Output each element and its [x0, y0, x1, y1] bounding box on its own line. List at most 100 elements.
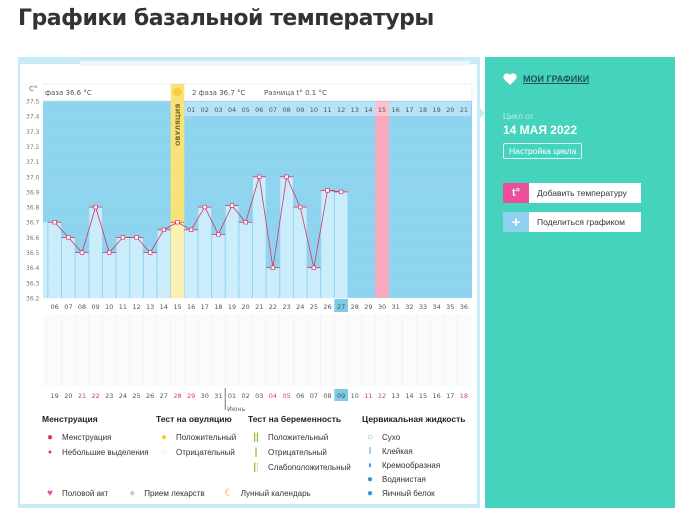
cycle-day-label: 23 — [282, 303, 290, 311]
top-date-cell — [225, 102, 239, 116]
legend-title: Менструация — [42, 414, 98, 424]
top-date-label: 15 — [378, 106, 386, 114]
temperature-point — [229, 203, 235, 208]
top-date-cell — [197, 102, 212, 116]
top-date-cell — [457, 102, 471, 116]
share-chart-button[interactable]: + Поделиться графиком — [503, 212, 641, 232]
temperature-bar — [75, 252, 89, 298]
cycle-day-label: 06 — [51, 303, 59, 311]
temperature-bar — [89, 207, 102, 298]
calendar-date-label: 25 — [132, 392, 140, 400]
top-date-cell — [293, 102, 308, 116]
calendar-date-label: 24 — [119, 392, 127, 400]
add-temperature-label: Добавить температуру — [537, 188, 627, 198]
month-label: Июнь — [227, 405, 246, 413]
cycle-day-label: 17 — [201, 303, 209, 311]
moon-icon: ☾ — [224, 488, 234, 499]
calendar-date-label: 21 — [78, 392, 86, 400]
temperature-point — [107, 250, 112, 255]
temperature-point — [325, 188, 330, 193]
top-date-label: 21 — [460, 106, 468, 114]
top-date-label: 05 — [242, 106, 250, 114]
calendar-date-label: 20 — [64, 392, 72, 400]
y-tick-label: 36.5 — [26, 250, 40, 257]
calendar-date-label: 08 — [323, 392, 331, 400]
cycle-day-label: 19 — [228, 303, 236, 311]
legend-title: Цервикальная жидкость — [362, 414, 466, 424]
calendar-date-label: 01 — [228, 392, 236, 400]
top-date-label: 01 — [187, 106, 195, 114]
legend-item: Яичный белок — [382, 488, 435, 498]
temperature-point — [257, 174, 262, 179]
y-tick-label: 36.4 — [26, 265, 40, 272]
calendar-date-label: 23 — [105, 392, 113, 400]
calendar-date-label: 31 — [214, 392, 222, 400]
my-charts-label: МОИ ГРАФИКИ — [523, 74, 590, 84]
calendar-date-label: 19 — [51, 392, 59, 400]
temperature-bar — [225, 205, 239, 298]
temperature-bar — [239, 222, 252, 298]
legend-item: Положительный — [176, 433, 237, 442]
phase2-label: 2 фаза 36.7 °C — [192, 89, 246, 97]
temperature-point — [270, 265, 276, 270]
y-tick-label: 36.9 — [26, 189, 40, 196]
legend-bottom: ♥ Половой акт ● Прием лекарств ☾ Лунный кал… — [42, 486, 311, 501]
add-temperature-button[interactable]: t° Добавить температуру — [503, 183, 641, 203]
temperature-bar — [184, 229, 198, 298]
cycle-day-label: 29 — [364, 303, 372, 311]
temperature-bar — [43, 222, 48, 298]
legend-item: Кремообразная — [382, 460, 441, 470]
top-date-label: 14 — [364, 106, 372, 114]
temperature-point — [93, 204, 98, 210]
calendar-date-label: 26 — [146, 392, 154, 400]
positive-circle-icon: ● — [160, 432, 168, 443]
legend-item: Клейкая — [382, 446, 413, 456]
cycle-day-label: 07 — [64, 303, 72, 311]
cycle-day-label: 27 — [337, 303, 345, 311]
current-day-cell — [334, 299, 348, 312]
two-lines-icon: || — [253, 432, 259, 443]
temperature-bar — [334, 191, 348, 298]
small-drop-icon: ● — [47, 449, 53, 456]
temperature-bar — [62, 237, 75, 298]
cycle-day-label: 11 — [119, 303, 127, 311]
calendar-date-label: 09 — [337, 392, 345, 400]
cycle-day-label: 35 — [446, 303, 454, 311]
top-date-label: 10 — [310, 106, 318, 114]
cycle-day-label: 09 — [91, 303, 99, 311]
legend-item: Лунный календарь — [240, 489, 311, 498]
y-tick-label: 37.4 — [26, 114, 40, 121]
drop-icon: ● — [46, 432, 54, 443]
calendar-date-label: 04 — [269, 392, 277, 400]
top-date-cell — [238, 102, 253, 116]
legend-item: Небольшие выделения — [62, 448, 149, 457]
calendar-date-label: 02 — [242, 392, 250, 400]
top-date-label: 13 — [351, 106, 359, 114]
calendar-date-label: 22 — [91, 392, 99, 400]
top-date-label: 03 — [214, 106, 222, 114]
temperature-point — [338, 189, 344, 195]
top-date-cell — [320, 102, 335, 116]
current-date-cell — [334, 389, 348, 401]
top-date-cell — [388, 102, 403, 116]
calendar-date-label: 12 — [378, 392, 386, 400]
pill-icon: ● — [129, 488, 136, 499]
legend-item: Половой акт — [62, 489, 109, 498]
temperature-bar — [102, 252, 116, 298]
top-date-label: 12 — [337, 106, 345, 114]
legend-title: Тест на беременность — [248, 414, 342, 424]
my-charts-link[interactable]: МОИ ГРАФИКИ — [503, 73, 589, 85]
top-date-highlight — [375, 102, 389, 116]
calendar-date-label: 14 — [405, 392, 413, 400]
top-date-cell — [429, 102, 444, 116]
horizontal-scrollbar[interactable] — [79, 60, 471, 66]
temperature-point — [79, 250, 85, 255]
calendar-date-label: 16 — [432, 392, 440, 400]
temperature-point — [188, 227, 194, 232]
temperature-point — [134, 235, 139, 240]
calendar-date-label: 17 — [446, 392, 454, 400]
legend-item: Менструация — [62, 433, 112, 442]
legend-ovulation-test: Тест на овуляцию ● Положительный ○ Отрицат… — [156, 414, 236, 460]
legend-item: Отрицательный — [176, 448, 235, 457]
cycle-settings-button[interactable]: Настройка цикла — [503, 143, 583, 159]
